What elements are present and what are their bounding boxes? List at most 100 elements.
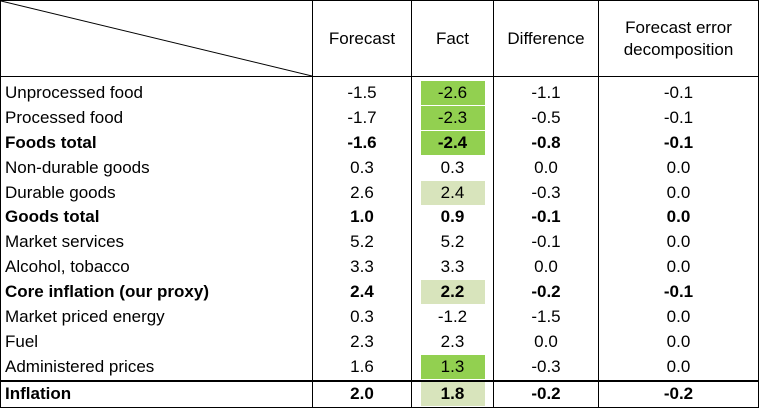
fact-value-cell: -2.4 bbox=[411, 130, 494, 156]
fact-value: 1.3 bbox=[420, 355, 485, 380]
fact-value: -2.6 bbox=[420, 80, 485, 105]
table-row: Foods total -1.6 -2.4 -0.8 -0.1 bbox=[0, 130, 759, 156]
fact-value: -2.4 bbox=[420, 130, 485, 155]
difference-value: 0.0 bbox=[493, 155, 599, 181]
table-row: Fuel 2.3 2.3 0.0 0.0 bbox=[0, 329, 759, 355]
row-label: Fuel bbox=[0, 329, 313, 355]
forecast-value: 1.6 bbox=[312, 354, 412, 381]
fact-value-cell: -2.3 bbox=[411, 105, 494, 131]
difference-value: -0.3 bbox=[493, 354, 599, 381]
fact-value: 0.9 bbox=[440, 207, 465, 227]
header-difference: Difference bbox=[493, 0, 599, 77]
header-forecast-error-decomposition: Forecast error decomposition bbox=[598, 0, 759, 77]
forecast-value: -1.5 bbox=[312, 76, 412, 106]
table-row: Administered prices 1.6 1.3 -0.3 0.0 bbox=[0, 354, 759, 381]
corner-cell bbox=[0, 0, 313, 77]
forecast-value: 2.3 bbox=[312, 329, 412, 355]
table-row: Unprocessed food -1.5 -2.6 -1.1 -0.1 bbox=[0, 76, 759, 106]
table-row: Market services 5.2 5.2 -0.1 0.0 bbox=[0, 229, 759, 255]
difference-value: -0.1 bbox=[493, 204, 599, 230]
header-decomp-line2: decomposition bbox=[623, 39, 734, 59]
row-label: Foods total bbox=[0, 130, 313, 156]
row-label: Non-durable goods bbox=[0, 155, 313, 181]
decomposition-value: 0.0 bbox=[598, 329, 759, 355]
row-label: Unprocessed food bbox=[0, 76, 313, 106]
fact-value-cell: 1.8 bbox=[411, 379, 494, 408]
forecast-value: -1.7 bbox=[312, 105, 412, 131]
decomposition-value: -0.1 bbox=[598, 279, 759, 305]
fact-value: 2.4 bbox=[420, 180, 485, 205]
row-label: Goods total bbox=[0, 204, 313, 230]
decomposition-value: 0.0 bbox=[598, 254, 759, 280]
fact-value-cell: 1.3 bbox=[411, 354, 494, 381]
row-label: Administered prices bbox=[0, 354, 313, 381]
row-label: Durable goods bbox=[0, 180, 313, 205]
forecast-value: 5.2 bbox=[312, 229, 412, 255]
fact-value-cell: 2.3 bbox=[411, 329, 494, 355]
forecast-value: 2.0 bbox=[312, 379, 412, 408]
table-row: Alcohol, tobacco 3.3 3.3 0.0 0.0 bbox=[0, 254, 759, 280]
difference-value: -1.5 bbox=[493, 304, 599, 330]
difference-value: -1.1 bbox=[493, 76, 599, 106]
fact-value: 0.3 bbox=[440, 157, 465, 177]
decomposition-value: 0.0 bbox=[598, 304, 759, 330]
forecast-value: 0.3 bbox=[312, 155, 412, 181]
table-row: Goods total 1.0 0.9 -0.1 0.0 bbox=[0, 204, 759, 230]
row-label: Market priced energy bbox=[0, 304, 313, 330]
table-row: Processed food -1.7 -2.3 -0.5 -0.1 bbox=[0, 105, 759, 131]
difference-value: -0.8 bbox=[493, 130, 599, 156]
fact-value: 2.3 bbox=[440, 332, 465, 352]
fact-value-cell: -2.6 bbox=[411, 76, 494, 106]
fact-value-cell: 2.2 bbox=[411, 279, 494, 305]
table-row: Inflation 2.0 1.8 -0.2 -0.2 bbox=[0, 379, 759, 408]
decomposition-value: -0.1 bbox=[598, 105, 759, 131]
table-body: Unprocessed food -1.5 -2.6 -1.1 -0.1 Processe… bbox=[0, 76, 759, 408]
header-decomp-line1: Forecast error bbox=[625, 17, 732, 37]
decomposition-value: -0.1 bbox=[598, 76, 759, 106]
forecast-value: 2.4 bbox=[312, 279, 412, 305]
difference-value: 0.0 bbox=[493, 329, 599, 355]
decomposition-value: -0.1 bbox=[598, 130, 759, 156]
forecast-value: 3.3 bbox=[312, 254, 412, 280]
decomposition-value: -0.2 bbox=[598, 379, 759, 408]
fact-value-cell: 0.3 bbox=[411, 155, 494, 181]
header-fact: Fact bbox=[411, 0, 494, 77]
row-label: Market services bbox=[0, 229, 313, 255]
row-label: Processed food bbox=[0, 105, 313, 131]
forecast-value: -1.6 bbox=[312, 130, 412, 156]
table-row: Market priced energy 0.3 -1.2 -1.5 0.0 bbox=[0, 304, 759, 330]
fact-value-cell: -1.2 bbox=[411, 304, 494, 330]
difference-value: -0.1 bbox=[493, 229, 599, 255]
table-row: Core inflation (our proxy) 2.4 2.2 -0.2 -0.1 bbox=[0, 279, 759, 305]
difference-value: 0.0 bbox=[493, 254, 599, 280]
fact-value-cell: 0.9 bbox=[411, 204, 494, 230]
row-label: Inflation bbox=[0, 379, 313, 408]
forecast-value: 2.6 bbox=[312, 180, 412, 205]
decomposition-value: 0.0 bbox=[598, 180, 759, 205]
fact-value: 1.8 bbox=[420, 382, 485, 407]
forecast-value: 1.0 bbox=[312, 204, 412, 230]
fact-value-cell: 3.3 bbox=[411, 254, 494, 280]
difference-value: -0.5 bbox=[493, 105, 599, 131]
fact-value-cell: 2.4 bbox=[411, 180, 494, 205]
difference-value: -0.2 bbox=[493, 279, 599, 305]
header-row: Forecast Fact Difference Forecast error … bbox=[0, 0, 759, 77]
row-label: Core inflation (our proxy) bbox=[0, 279, 313, 305]
decomposition-value: 0.0 bbox=[598, 229, 759, 255]
forecast-value: 0.3 bbox=[312, 304, 412, 330]
decomposition-value: 0.0 bbox=[598, 354, 759, 381]
fact-value: -2.3 bbox=[420, 105, 485, 130]
fact-value-cell: 5.2 bbox=[411, 229, 494, 255]
fact-value: 3.3 bbox=[440, 257, 465, 277]
fact-value: 2.2 bbox=[420, 280, 485, 305]
fact-value: 5.2 bbox=[440, 232, 465, 252]
difference-value: -0.2 bbox=[493, 379, 599, 408]
header-forecast: Forecast bbox=[312, 0, 412, 77]
decomposition-value: 0.0 bbox=[598, 204, 759, 230]
fact-value: -1.2 bbox=[437, 307, 468, 327]
table-row: Non-durable goods 0.3 0.3 0.0 0.0 bbox=[0, 155, 759, 181]
difference-value: -0.3 bbox=[493, 180, 599, 205]
table-row: Durable goods 2.6 2.4 -0.3 0.0 bbox=[0, 180, 759, 205]
decomposition-value: 0.0 bbox=[598, 155, 759, 181]
